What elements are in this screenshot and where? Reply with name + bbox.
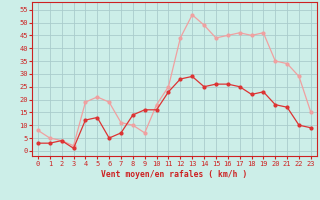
X-axis label: Vent moyen/en rafales ( km/h ): Vent moyen/en rafales ( km/h ) bbox=[101, 170, 248, 179]
